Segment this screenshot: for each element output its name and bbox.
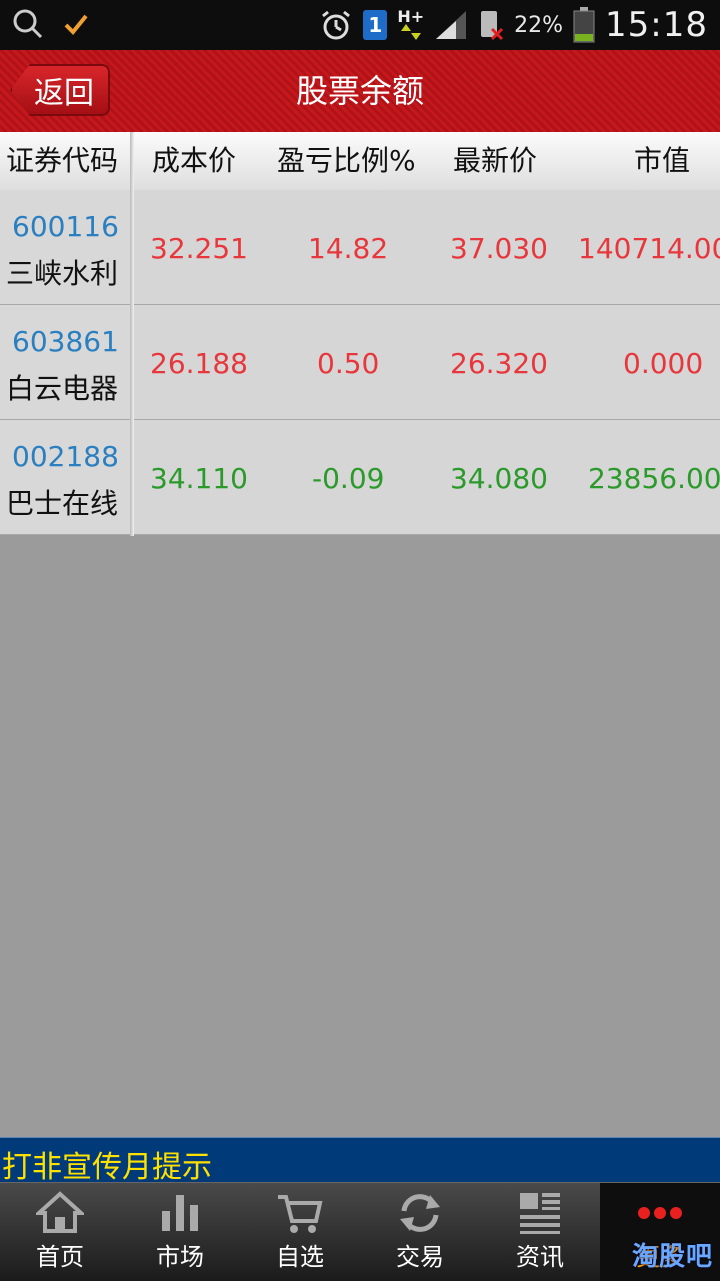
nav-label: 市场	[156, 1243, 204, 1271]
nav-label: 自选	[276, 1243, 324, 1271]
nav-item-home[interactable]: 首页	[0, 1183, 120, 1281]
code-cell: 002188 巴士在线	[0, 420, 130, 534]
nav-item-news[interactable]: 资讯	[480, 1183, 600, 1281]
search-icon	[12, 8, 44, 40]
pnl-percent: 0.50	[317, 347, 380, 380]
table-row[interactable]: 603861 白云电器 26.188 0.50 26.320 0.000	[0, 305, 720, 420]
table-header: 证券代码 成本价 盈亏比例% 最新价 市值	[0, 132, 720, 191]
signal-icon	[434, 9, 468, 41]
network-icon: H+	[397, 7, 425, 40]
latest-price: 34.080	[450, 462, 548, 495]
nav-item-market[interactable]: 市场	[120, 1183, 240, 1281]
latest-price: 26.320	[450, 347, 548, 380]
stock-code: 002188	[12, 440, 119, 473]
status-bar: 1 H+ 22% 15:18	[0, 0, 720, 50]
battery-percent: 22%	[514, 12, 564, 38]
notice-text: 打非宣传月提示	[2, 1150, 212, 1185]
check-icon	[62, 10, 90, 38]
refresh-icon	[400, 1194, 440, 1232]
market-value: 0.000	[623, 347, 704, 380]
cart-icon	[278, 1195, 323, 1233]
column-header-latest[interactable]: 最新价	[453, 144, 538, 177]
table-row[interactable]: 002188 巴士在线 34.110 -0.09 34.080 23856.00	[0, 420, 720, 535]
market-value: 140714.00	[578, 232, 720, 265]
nav-label: 交易	[396, 1243, 444, 1271]
nav-item-watchlist[interactable]: 自选	[240, 1183, 360, 1281]
stock-code: 600116	[12, 210, 119, 243]
cost-price: 26.188	[150, 347, 248, 380]
alarm-icon	[319, 8, 353, 42]
home-icon	[36, 1191, 84, 1233]
stock-name: 三峡水利	[6, 257, 119, 290]
column-divider	[130, 132, 134, 536]
title-bar: 返回 股票余额	[0, 50, 720, 133]
column-header-cost[interactable]: 成本价	[152, 144, 237, 177]
pnl-percent: 14.82	[308, 232, 389, 265]
market-value: 23856.00	[588, 462, 720, 495]
code-cell: 603861 白云电器	[0, 305, 130, 419]
sim-badge-number: 1	[368, 13, 383, 37]
cost-price: 34.110	[150, 462, 248, 495]
bar-chart-icon	[162, 1195, 198, 1231]
latest-price: 37.030	[450, 232, 548, 265]
bottom-nav: 首页 市场 自选 交易	[0, 1182, 720, 1281]
column-header-code[interactable]: 证券代码	[6, 144, 119, 177]
nav-item-more[interactable]: 更多	[600, 1183, 720, 1281]
nav-label: 更多	[636, 1243, 684, 1271]
notice-bar[interactable]: 打非宣传月提示	[0, 1137, 720, 1185]
news-icon	[520, 1193, 560, 1234]
clock: 15:18	[605, 5, 708, 45]
nav-label: 首页	[36, 1243, 84, 1271]
watermark: 淘股吧	[632, 1242, 714, 1272]
sd-card-icon	[478, 9, 504, 41]
battery-icon	[573, 7, 595, 43]
back-button[interactable]: 返回	[10, 64, 110, 116]
sim-badge-icon: 1	[363, 10, 388, 40]
stock-code: 603861	[12, 325, 119, 358]
pnl-percent: -0.09	[312, 462, 385, 495]
column-header-pnl[interactable]: 盈亏比例%	[277, 144, 416, 177]
stock-name: 白云电器	[6, 372, 119, 405]
network-type-label: H+	[397, 7, 425, 26]
more-dots-icon	[638, 1207, 682, 1219]
column-header-market-value[interactable]: 市值	[634, 144, 691, 177]
nav-item-trade[interactable]: 交易	[360, 1183, 480, 1281]
table-row[interactable]: 600116 三峡水利 32.251 14.82 37.030 140714.0…	[0, 190, 720, 305]
stock-name: 巴士在线	[6, 487, 119, 520]
nav-label: 资讯	[516, 1243, 564, 1271]
code-cell: 600116 三峡水利	[0, 190, 130, 304]
cost-price: 32.251	[150, 232, 248, 265]
